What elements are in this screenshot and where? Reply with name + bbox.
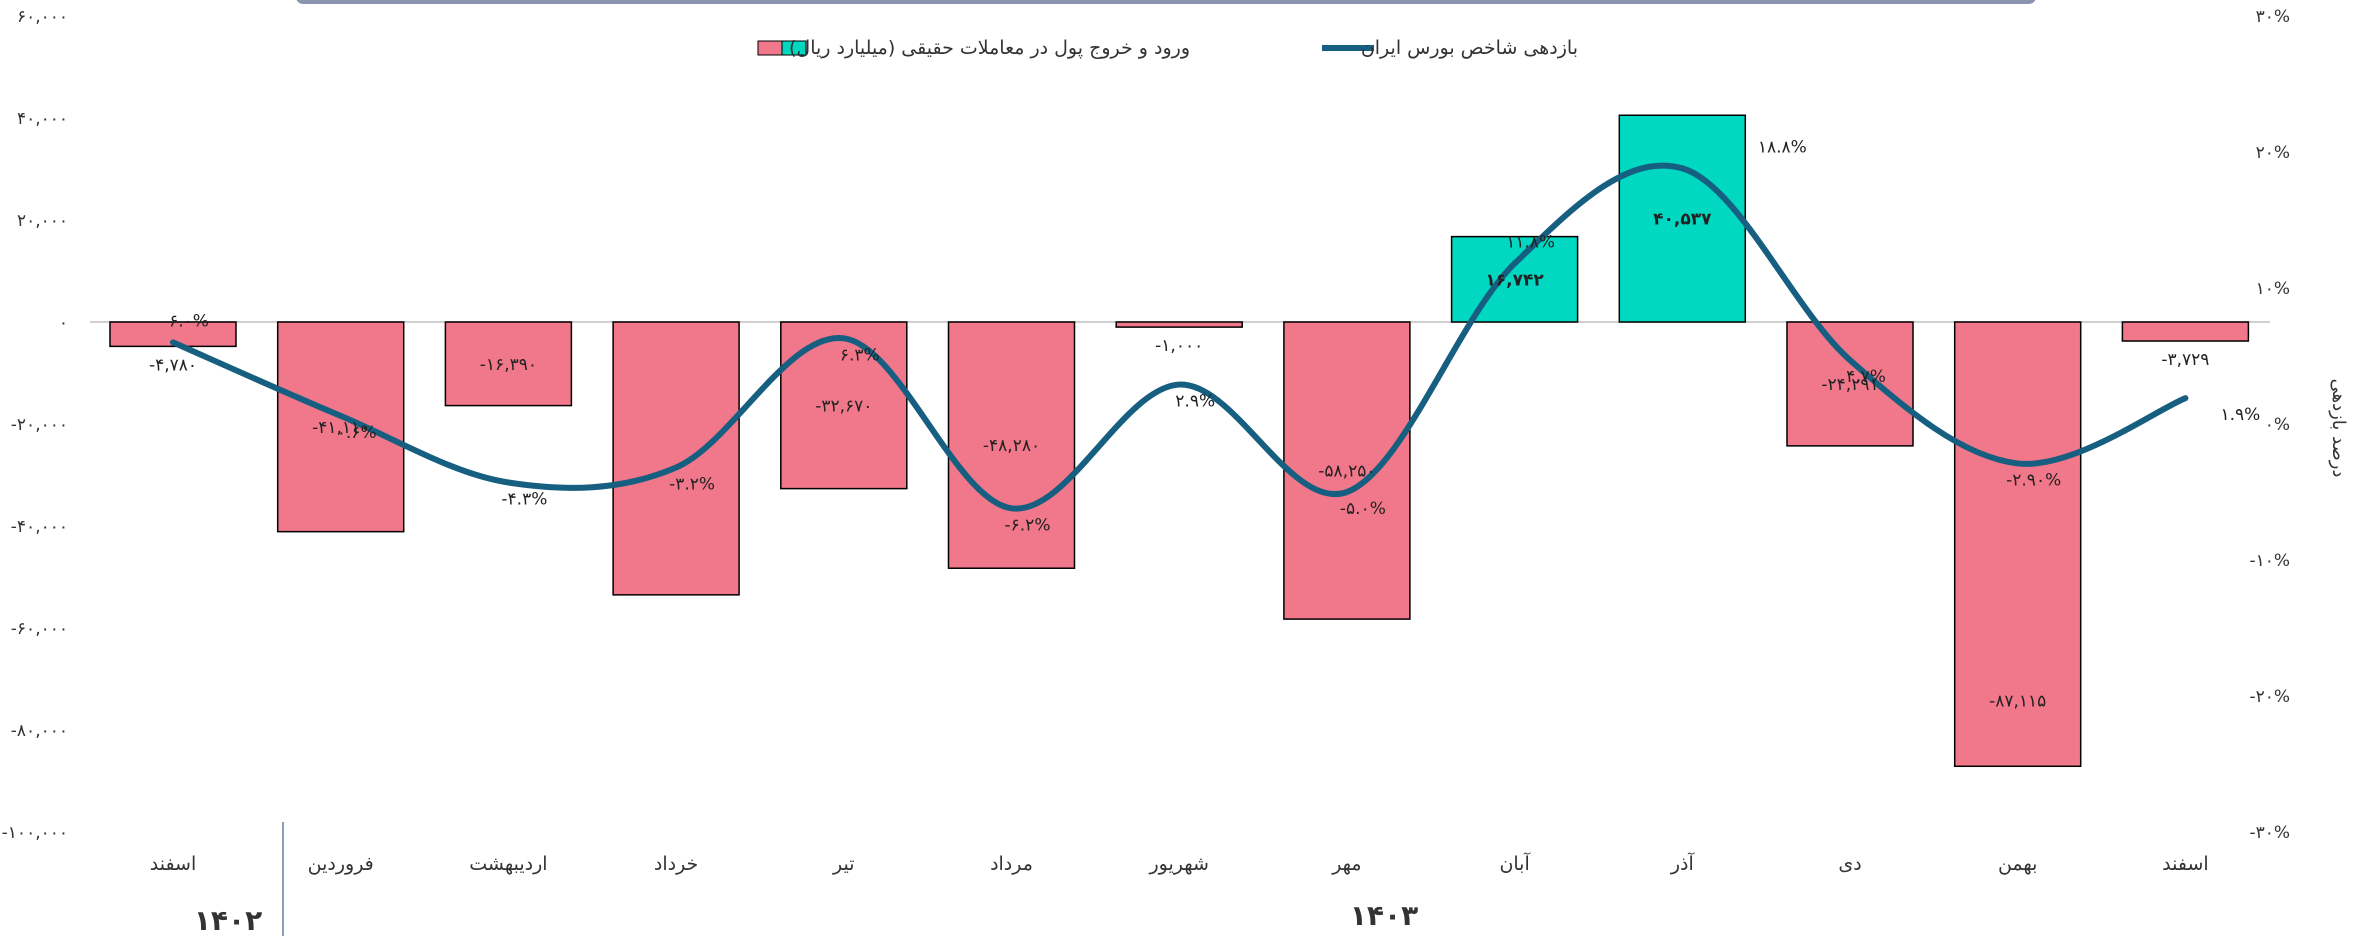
- category-label: آبان: [1499, 851, 1530, 875]
- line-value-label: -۶.۲%: [1005, 515, 1051, 535]
- line-value-label: ۲.۹%: [1175, 392, 1215, 412]
- line-value-label: -۵.۰%: [1340, 499, 1386, 519]
- category-label: مرداد: [990, 853, 1033, 875]
- category-label: تیر: [832, 853, 855, 875]
- bar: [1953, 321, 2082, 768]
- bar: [612, 321, 740, 596]
- legend-bar-label: ورود و خروج پول در معاملات حقیقی (میلیار…: [789, 37, 1190, 59]
- line-value-label: -۳.۲%: [669, 475, 715, 495]
- left-tick-label: -۱۰۰,۰۰۰: [2, 823, 68, 843]
- bar: [276, 321, 405, 533]
- bar-value-label: -۵۸,۲۵۰: [1318, 462, 1375, 482]
- category-label: خرداد: [654, 853, 698, 875]
- category-label: اسفند: [150, 853, 197, 875]
- category-label: اردیبهشت: [469, 853, 547, 875]
- legend-bar-swatch-positive: [781, 40, 807, 56]
- right-tick-label: -۱۰%: [2249, 551, 2290, 571]
- bar: [780, 321, 908, 490]
- legend-bar-swatch-negative: [757, 40, 783, 56]
- year-label-1402: ۱۴۰۲: [194, 904, 262, 937]
- line-value-label: -۲.۹۰%: [2006, 470, 2061, 490]
- top-panel-strip: [296, 0, 2036, 4]
- bar-value-label: ۱۶,۷۴۲: [1485, 270, 1544, 290]
- bar-value-label: -۱۶,۳۹۰: [480, 355, 537, 375]
- line-value-label: ۱.۹%: [2220, 405, 2260, 425]
- return-line: [170, 162, 2189, 512]
- bar-value-label: -۴,۷۸۰: [149, 355, 197, 375]
- bar: [444, 321, 573, 407]
- line-value-label: ۱۸.۸%: [1758, 137, 1807, 157]
- bar: [109, 321, 237, 348]
- bar-value-label: -۳۲,۶۷۰: [815, 396, 872, 416]
- bar-value-label: -۲۴,۲۹۱: [1821, 375, 1878, 395]
- bar: [1115, 321, 1243, 328]
- label-layer: -۴,۷۸۰ -۴۱,۱۱۰ -۱۶,۳۹۰ -۳۲,۶۷۰ -۴۸,۲۸۰ -۱,۰۰۰…: [149, 137, 2260, 711]
- category-label: شهریور: [1148, 853, 1208, 875]
- left-tick-label: ۰: [59, 313, 68, 333]
- line-value-label: ۱۱.۸%: [1506, 233, 1555, 253]
- category-label: مهر: [1331, 853, 1361, 875]
- left-tick-label: ۲۰,۰۰۰: [17, 211, 68, 231]
- left-tick-label: -۲۰,۰۰۰: [11, 415, 68, 435]
- line-value-label: ۶.۳%: [840, 345, 880, 365]
- right-axis-title: درصد بازدهی: [2328, 379, 2349, 478]
- left-tick-label: -۶۰,۰۰۰: [11, 619, 68, 639]
- left-tick-label: -۸۰,۰۰۰: [11, 721, 68, 741]
- bar-value-label: ۴۰,۵۳۷: [1653, 210, 1712, 230]
- bar: [1618, 114, 1747, 323]
- right-tick-label: ۰%: [2265, 415, 2290, 435]
- axis-layer: ۶۰,۰۰۰ ۴۰,۰۰۰ ۲۰,۰۰۰ ۰ -۲۰,۰۰۰ -۴۰,۰۰۰ -۶۰,۰۰۰…: [2, 7, 2290, 875]
- right-tick-label: -۳۰%: [2249, 823, 2290, 843]
- bar: [1283, 321, 1411, 620]
- category-label: بهمن: [1998, 853, 2038, 875]
- bar: [2121, 321, 2250, 342]
- right-tick-label: -۲۰%: [2249, 687, 2290, 707]
- line-value-label: -۴.۳%: [501, 489, 547, 509]
- bar: [1786, 321, 1914, 447]
- legend-line-label: بازدهی شاخص بورس ایران: [1361, 37, 1578, 59]
- bar: [1450, 235, 1579, 323]
- right-tick-label: ۳۰%: [2256, 7, 2290, 27]
- right-tick-label: ۱۰%: [2256, 279, 2290, 299]
- bar-value-label: -۳,۷۲۹: [2161, 350, 2209, 370]
- category-label: فروردین: [308, 853, 374, 875]
- category-label: دی: [1838, 853, 1861, 875]
- bar-layer: [109, 114, 2250, 768]
- left-tick-label: -۴۰,۰۰۰: [11, 517, 68, 537]
- line-layer: [170, 162, 2189, 512]
- line-value-label: ۰.۶%: [337, 423, 377, 443]
- bar-value-label: -۴۱,۱۱۰: [312, 418, 369, 438]
- left-tick-label: ۴۰,۰۰۰: [17, 109, 68, 129]
- legend: ورود و خروج پول در معاملات حقیقی (میلیار…: [757, 37, 1578, 59]
- category-label: اسفند: [2162, 853, 2209, 875]
- bar-value-label: -۱,۰۰۰: [1155, 336, 1203, 356]
- line-value-label: ۶.۰%: [169, 311, 209, 331]
- bar-value-label: -۴۸,۲۸۰: [983, 436, 1040, 456]
- bar: [947, 321, 1076, 569]
- bar-value-label: -۸۷,۱۱۵: [1989, 691, 2046, 711]
- year-label-1403: ۱۴۰۳: [1350, 899, 1418, 932]
- left-tick-label: ۶۰,۰۰۰: [17, 7, 68, 27]
- category-label: آذر: [1670, 851, 1695, 875]
- line-value-label: ۴.۷%: [1846, 367, 1886, 387]
- right-tick-label: ۲۰%: [2256, 143, 2290, 163]
